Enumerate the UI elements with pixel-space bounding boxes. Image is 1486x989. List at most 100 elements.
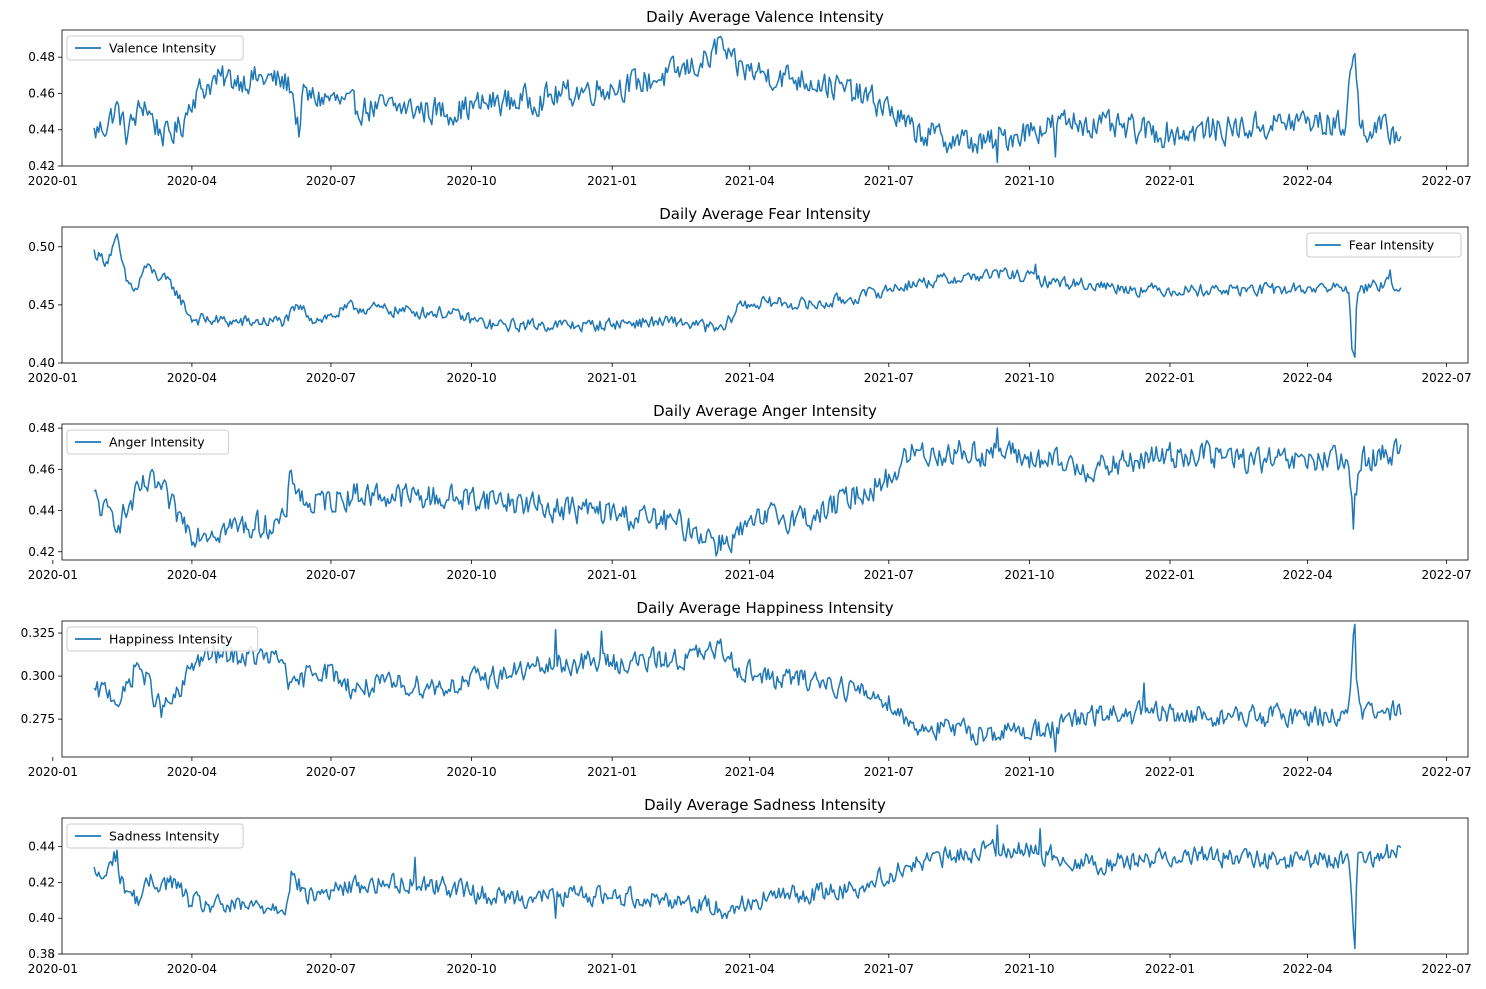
- x-tick-label: 2022-01: [1145, 568, 1195, 582]
- x-tick-label: 2020-04: [167, 371, 217, 385]
- y-tick-label: 0.300: [21, 669, 55, 683]
- x-tick-label: 2020-07: [306, 962, 356, 976]
- y-tick-label: 0.42: [28, 159, 55, 173]
- x-tick-label: 2020-07: [306, 568, 356, 582]
- x-tick-label: 2021-04: [725, 765, 775, 779]
- x-tick-label: 2020-01: [28, 568, 78, 582]
- x-tick-label: 2021-01: [587, 962, 637, 976]
- legend: Anger Intensity: [66, 429, 229, 455]
- x-tick-label: 2022-04: [1282, 568, 1332, 582]
- legend-label: Valence Intensity: [109, 41, 217, 56]
- legend-label: Sadness Intensity: [109, 829, 220, 844]
- axes-frame: [61, 620, 1469, 758]
- x-tick-label: 2022-07: [1422, 765, 1472, 779]
- y-tick-label: 0.46: [28, 86, 55, 100]
- panel-1: Daily Average Valence Intensity 0.42 0.44 0…: [28, 8, 1472, 188]
- x-tick-label: 2022-07: [1422, 962, 1472, 976]
- panel-title: Daily Average Fear Intensity: [659, 205, 871, 223]
- y-tick-label: 0.46: [28, 462, 55, 476]
- x-tick-label: 2020-04: [167, 765, 217, 779]
- x-tick-label: 2022-01: [1145, 765, 1195, 779]
- x-tick-label: 2020-07: [306, 174, 356, 188]
- x-tick-label: 2021-07: [864, 568, 914, 582]
- legend: Happiness Intensity: [66, 626, 259, 652]
- panel-title: Daily Average Happiness Intensity: [636, 599, 893, 617]
- y-tick-label: 0.48: [28, 421, 55, 435]
- x-tick-label: 2020-10: [447, 174, 497, 188]
- x-tick-label: 2020-01: [28, 174, 78, 188]
- x-tick-label: 2021-10: [1004, 174, 1054, 188]
- x-tick-label: 2022-04: [1282, 962, 1332, 976]
- y-tick-label: 0.275: [21, 712, 55, 726]
- x-tick-label: 2021-07: [864, 765, 914, 779]
- series-line: [93, 824, 1402, 950]
- x-tick-label: 2021-10: [1004, 371, 1054, 385]
- x-tick-label: 2021-10: [1004, 962, 1054, 976]
- x-tick-label: 2020-01: [28, 765, 78, 779]
- panel-2: Daily Average Fear Intensity 0.40 0.45 0.50…: [28, 205, 1472, 385]
- panel-3: Daily Average Anger Intensity 0.42 0.44 0.4…: [28, 402, 1472, 582]
- legend-label: Fear Intensity: [1349, 238, 1435, 253]
- panel-5: Daily Average Sadness Intensity 0.38 0.40 0…: [28, 796, 1472, 976]
- legend: Sadness Intensity: [66, 823, 244, 849]
- x-tick-label: 2021-07: [864, 371, 914, 385]
- axes-frame: [61, 423, 1469, 561]
- x-tick-label: 2020-10: [447, 962, 497, 976]
- x-tick-label: 2021-04: [725, 174, 775, 188]
- legend: Valence Intensity: [66, 35, 244, 61]
- x-tick-label: 2021-01: [587, 174, 637, 188]
- axes-frame: [61, 29, 1469, 167]
- x-tick-label: 2021-07: [864, 174, 914, 188]
- y-tick-label: 0.44: [28, 840, 55, 854]
- x-tick-label: 2020-01: [28, 371, 78, 385]
- x-tick-label: 2020-10: [447, 568, 497, 582]
- legend-label: Happiness Intensity: [109, 632, 233, 647]
- x-tick-label: 2022-01: [1145, 371, 1195, 385]
- x-tick-label: 2021-07: [864, 962, 914, 976]
- y-tick-label: 0.42: [28, 545, 55, 559]
- legend: Fear Intensity: [1306, 232, 1462, 258]
- axes-frame: [61, 226, 1469, 364]
- x-tick-label: 2021-10: [1004, 765, 1054, 779]
- legend-label: Anger Intensity: [109, 435, 205, 450]
- y-tick-label: 0.44: [28, 123, 55, 137]
- x-tick-label: 2021-04: [725, 568, 775, 582]
- x-tick-label: 2020-04: [167, 174, 217, 188]
- x-tick-label: 2022-01: [1145, 962, 1195, 976]
- x-tick-label: 2022-04: [1282, 371, 1332, 385]
- x-tick-label: 2020-10: [447, 371, 497, 385]
- x-tick-label: 2021-04: [725, 962, 775, 976]
- y-tick-label: 0.40: [28, 911, 55, 925]
- panel-title: Daily Average Anger Intensity: [653, 402, 877, 420]
- axes-frame: [61, 817, 1469, 955]
- panel-4: Daily Average Happiness Intensity 0.275 0.…: [21, 599, 1472, 779]
- legend-box: [66, 35, 244, 61]
- legend-box: [66, 626, 259, 652]
- y-tick-label: 0.38: [28, 947, 55, 961]
- x-tick-label: 2022-01: [1145, 174, 1195, 188]
- legend-box: [66, 429, 229, 455]
- series-line: [93, 623, 1402, 753]
- x-tick-label: 2020-04: [167, 568, 217, 582]
- x-tick-label: 2022-07: [1422, 568, 1472, 582]
- series-line: [93, 35, 1402, 164]
- y-tick-label: 0.42: [28, 875, 55, 889]
- x-tick-label: 2020-04: [167, 962, 217, 976]
- x-tick-label: 2021-04: [725, 371, 775, 385]
- x-tick-label: 2020-10: [447, 765, 497, 779]
- x-tick-label: 2020-07: [306, 371, 356, 385]
- series-line: [93, 233, 1402, 358]
- y-tick-label: 0.48: [28, 50, 55, 64]
- x-tick-label: 2022-07: [1422, 174, 1472, 188]
- x-tick-label: 2022-04: [1282, 765, 1332, 779]
- y-tick-label: 0.45: [28, 298, 55, 312]
- x-tick-label: 2021-01: [587, 765, 637, 779]
- y-tick-label: 0.40: [28, 356, 55, 370]
- x-tick-label: 2022-07: [1422, 371, 1472, 385]
- series-line: [93, 427, 1402, 557]
- x-tick-label: 2022-04: [1282, 174, 1332, 188]
- x-tick-label: 2021-01: [587, 568, 637, 582]
- legend-box: [66, 823, 244, 849]
- y-tick-label: 0.44: [28, 504, 55, 518]
